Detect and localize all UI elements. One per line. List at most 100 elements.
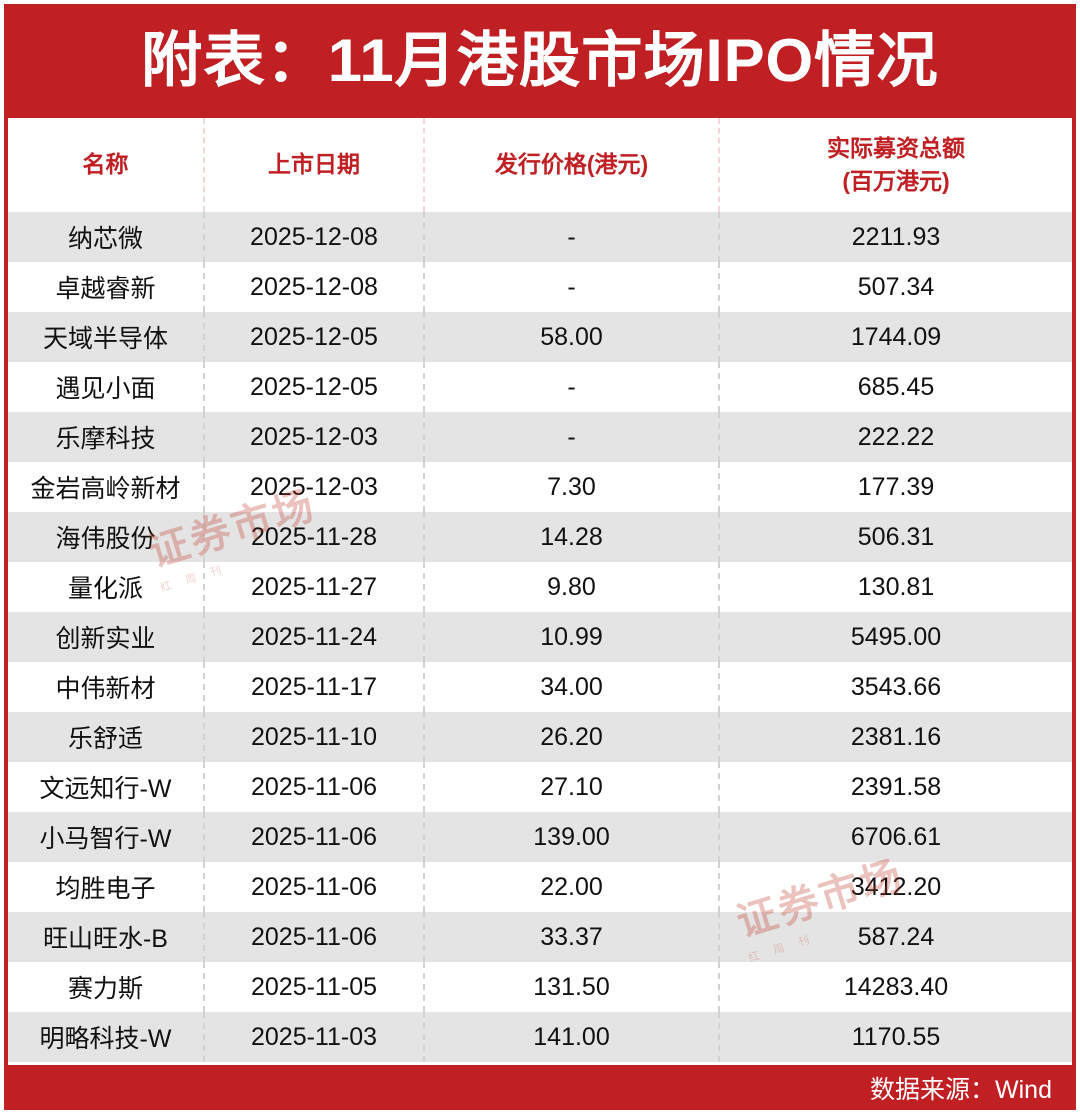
- figure-title: 附表：11月港股市场IPO情况: [141, 27, 939, 94]
- table-row: 乐摩科技 2025-12-03-222.22: [8, 412, 1072, 462]
- cell-name: 文远知行-W: [8, 762, 205, 812]
- cell-name: 明略科技-W: [8, 1012, 205, 1062]
- table-row: 海伟股份 2025-11-28 14.28 506.31: [8, 512, 1072, 562]
- cell-date: 2025-11-27: [204, 562, 425, 612]
- figure-banner: 附表：11月港股市场IPO情况: [4, 4, 1076, 118]
- table-row: 赛力斯 2025-11-05 131.50 14283.40: [8, 962, 1072, 1012]
- cell-date: 2025-12-08: [204, 212, 425, 262]
- cell-price: 26.20: [424, 712, 720, 762]
- figure-footer: 数据来源：Wind: [4, 1065, 1076, 1110]
- table-row: 中伟新材 2025-11-17 34.00 3543.66: [8, 662, 1072, 712]
- cell-amount: 177.39: [719, 462, 1072, 512]
- cell-date: 2025-12-05: [204, 312, 425, 362]
- table-row: 乐舒适 2025-11-10 26.20 2381.16: [8, 712, 1072, 762]
- cell-price: -: [424, 362, 720, 412]
- cell-price: 9.80: [424, 562, 720, 612]
- cell-price: 139.00: [424, 812, 720, 862]
- cell-amount: 222.22: [719, 412, 1072, 462]
- table-row: 金岩高岭新材 2025-12-03 7.30 177.39: [8, 462, 1072, 512]
- cell-amount: 3543.66: [719, 662, 1072, 712]
- cell-name: 量化派: [8, 562, 205, 612]
- table-row: 小马智行-W 2025-11-06 139.00 6706.61: [8, 812, 1072, 862]
- cell-amount: 2381.16: [719, 712, 1072, 762]
- cell-price: 10.99: [424, 612, 720, 662]
- table-row: 卓越睿新 2025-12-08-507.34: [8, 262, 1072, 312]
- table-row: 文远知行-W 2025-11-06 27.10 2391.58: [8, 762, 1072, 812]
- cell-amount: 685.45: [719, 362, 1072, 412]
- cell-date: 2025-12-08: [204, 262, 425, 312]
- cell-name: 赛力斯: [8, 962, 205, 1012]
- cell-amount: 5495.00: [719, 612, 1072, 662]
- cell-amount: 1744.09: [719, 312, 1072, 362]
- cell-name: 乐舒适: [8, 712, 205, 762]
- column-header-date: 上市日期: [204, 118, 425, 212]
- cell-price: 27.10: [424, 762, 720, 812]
- cell-date: 2025-11-06: [204, 762, 425, 812]
- cell-date: 2025-11-05: [204, 962, 425, 1012]
- ipo-table-container: 证券市场 红 周 刊 证券市场 红 周 刊 名称 上市日期 发行价格(港元) 实…: [4, 118, 1076, 1065]
- cell-name: 天域半导体: [8, 312, 205, 362]
- cell-date: 2025-11-24: [204, 612, 425, 662]
- cell-amount: 507.34: [719, 262, 1072, 312]
- cell-date: 2025-12-03: [204, 412, 425, 462]
- table-row: 天域半导体 2025-12-05 58.00 1744.09: [8, 312, 1072, 362]
- cell-name: 纳芯微: [8, 212, 205, 262]
- cell-price: 131.50: [424, 962, 720, 1012]
- cell-name: 海伟股份: [8, 512, 205, 562]
- column-header-amount-line2: (百万港元): [842, 168, 950, 194]
- cell-price: 14.28: [424, 512, 720, 562]
- cell-name: 旺山旺水-B: [8, 912, 205, 962]
- cell-date: 2025-11-06: [204, 862, 425, 912]
- cell-date: 2025-11-28: [204, 512, 425, 562]
- cell-price: 141.00: [424, 1012, 720, 1062]
- cell-amount: 587.24: [719, 912, 1072, 962]
- cell-amount: 130.81: [719, 562, 1072, 612]
- table-row: 纳芯微 2025-12-08-2211.93: [8, 212, 1072, 262]
- cell-amount: 2391.58: [719, 762, 1072, 812]
- table-header: 名称 上市日期 发行价格(港元) 实际募资总额 (百万港元): [8, 118, 1072, 212]
- column-header-amount-line1: 实际募资总额: [827, 134, 965, 161]
- table-row: 明略科技-W 2025-11-03 141.00 1170.55: [8, 1012, 1072, 1062]
- cell-name: 小马智行-W: [8, 812, 205, 862]
- cell-price: -: [424, 212, 720, 262]
- cell-name: 创新实业: [8, 612, 205, 662]
- cell-price: 22.00: [424, 862, 720, 912]
- cell-amount: 2211.93: [719, 212, 1072, 262]
- cell-name: 金岩高岭新材: [8, 462, 205, 512]
- cell-date: 2025-12-03: [204, 462, 425, 512]
- cell-amount: 6706.61: [719, 812, 1072, 862]
- cell-amount: 3412.20: [719, 862, 1072, 912]
- cell-date: 2025-11-17: [204, 662, 425, 712]
- table-row: 旺山旺水-B 2025-11-06 33.37 587.24: [8, 912, 1072, 962]
- cell-date: 2025-11-03: [204, 1012, 425, 1062]
- cell-price: 58.00: [424, 312, 720, 362]
- cell-name: 卓越睿新: [8, 262, 205, 312]
- cell-name: 均胜电子: [8, 862, 205, 912]
- table-row: 均胜电子 2025-11-06 22.00 3412.20: [8, 862, 1072, 912]
- cell-price: -: [424, 262, 720, 312]
- column-header-name: 名称: [8, 118, 205, 212]
- table-row: 遇见小面 2025-12-05-685.45: [8, 362, 1072, 412]
- header-row: 名称 上市日期 发行价格(港元) 实际募资总额 (百万港元): [8, 118, 1072, 212]
- table-row: 量化派 2025-11-27 9.80 130.81: [8, 562, 1072, 612]
- cell-amount: 14283.40: [719, 962, 1072, 1012]
- ipo-table: 名称 上市日期 发行价格(港元) 实际募资总额 (百万港元) 纳芯微 2025-1…: [8, 118, 1072, 1062]
- cell-name: 乐摩科技: [8, 412, 205, 462]
- column-header-amount: 实际募资总额 (百万港元): [719, 118, 1072, 212]
- cell-amount: 1170.55: [719, 1012, 1072, 1062]
- cell-price: 33.37: [424, 912, 720, 962]
- table-body: 纳芯微 2025-12-08-2211.93 卓越睿新 2025-12-08-507.…: [8, 212, 1072, 1062]
- cell-price: 7.30: [424, 462, 720, 512]
- cell-name: 中伟新材: [8, 662, 205, 712]
- cell-date: 2025-11-06: [204, 812, 425, 862]
- cell-price: 34.00: [424, 662, 720, 712]
- cell-date: 2025-11-10: [204, 712, 425, 762]
- cell-name: 遇见小面: [8, 362, 205, 412]
- cell-price: -: [424, 412, 720, 462]
- cell-date: 2025-12-05: [204, 362, 425, 412]
- cell-amount: 506.31: [719, 512, 1072, 562]
- data-source-label: 数据来源：Wind: [870, 1075, 1052, 1104]
- cell-date: 2025-11-06: [204, 912, 425, 962]
- table-row: 创新实业 2025-11-24 10.99 5495.00: [8, 612, 1072, 662]
